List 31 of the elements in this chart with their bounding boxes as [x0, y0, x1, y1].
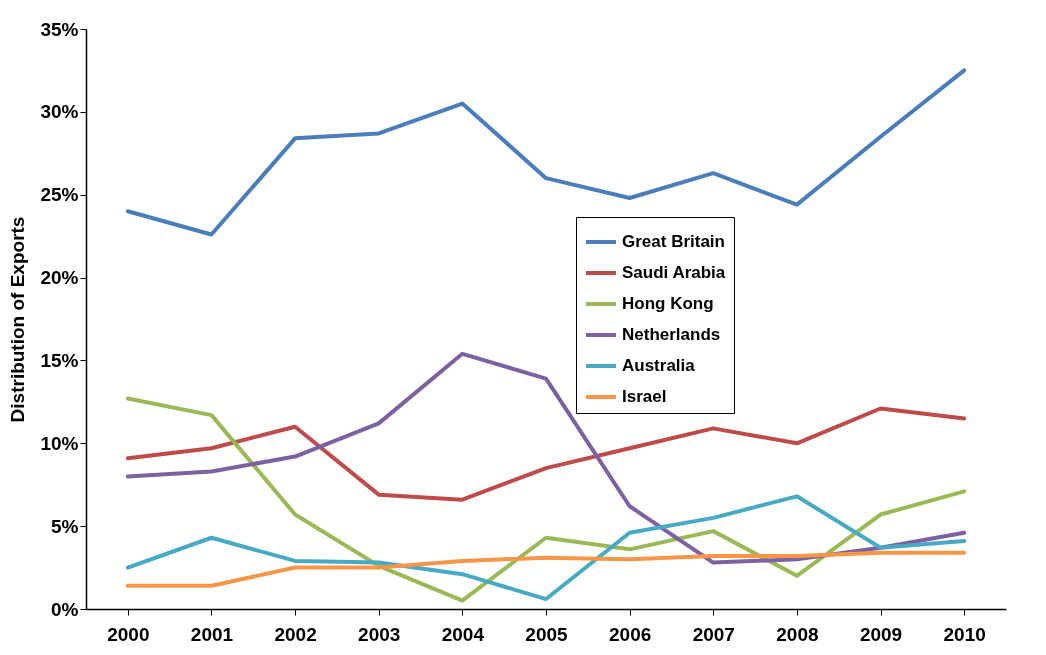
x-tick-label: 2005	[525, 623, 569, 645]
line-series	[125, 406, 967, 502]
y-tick-label: 15%	[40, 349, 79, 371]
x-tick-label: 2002	[274, 623, 317, 645]
line-series	[125, 494, 967, 602]
line-series	[125, 68, 967, 237]
y-tick-label: 20%	[40, 267, 79, 289]
x-tick-label: 2008	[776, 623, 819, 645]
x-tick-label: 2010	[943, 623, 986, 645]
legend-label: Australia	[622, 356, 696, 375]
y-axis-title: Distribution of Exports	[7, 216, 29, 423]
line-series	[125, 351, 967, 565]
y-tick-label: 10%	[40, 432, 79, 454]
legend-label: Saudi Arabia	[622, 263, 726, 282]
y-tick-label: 35%	[40, 18, 79, 40]
x-tick-label: 2000	[107, 623, 150, 645]
y-tick-label: 0%	[51, 598, 79, 620]
x-tick-label: 2006	[609, 623, 652, 645]
x-tick-label: 2003	[358, 623, 401, 645]
x-tick-label: 2009	[859, 623, 903, 645]
y-tick-label: 30%	[40, 101, 79, 123]
legend-label: Israel	[622, 387, 667, 406]
x-tick-label: 2004	[441, 623, 485, 645]
x-tick-label: 2001	[190, 623, 234, 645]
legend-label: Hong Kong	[622, 294, 714, 313]
line-series	[125, 550, 967, 588]
y-tick-label: 5%	[51, 515, 79, 537]
legend-label: Great Britain	[622, 232, 725, 251]
legend-label: Netherlands	[622, 325, 721, 344]
y-tick-label: 25%	[40, 184, 79, 206]
x-tick-label: 2007	[692, 623, 735, 645]
